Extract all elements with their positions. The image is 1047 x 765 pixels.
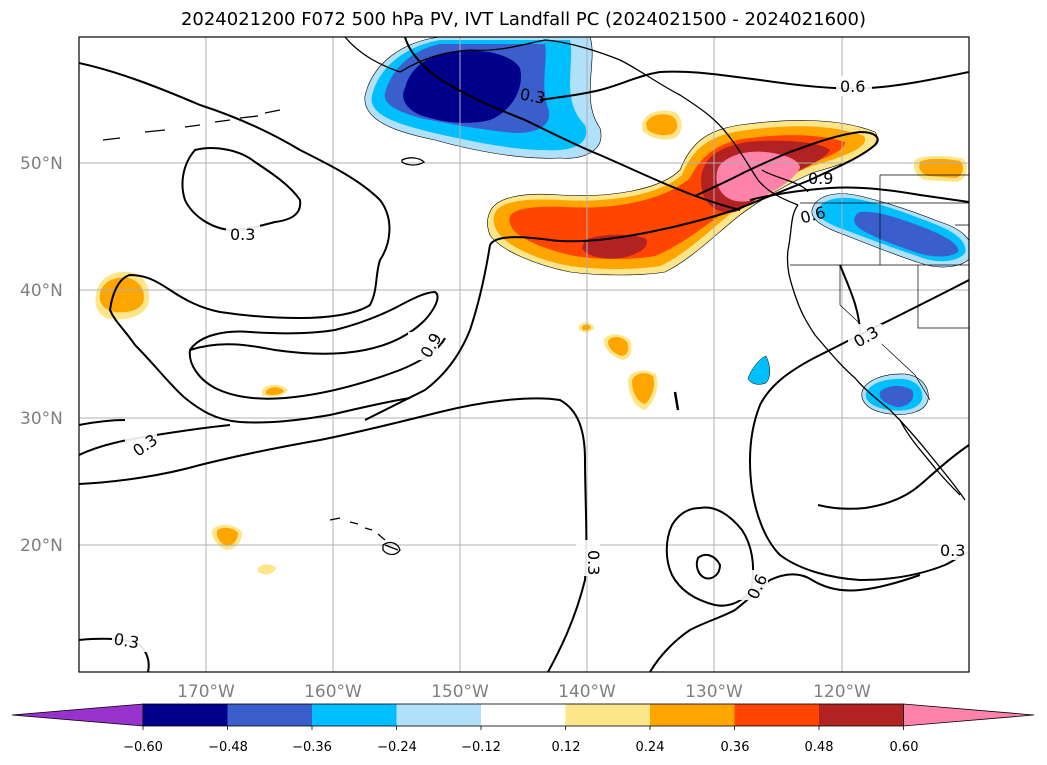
colorbar-segment <box>312 704 397 726</box>
map-frame <box>78 36 970 673</box>
contour-label: 0.3 <box>112 629 140 652</box>
latitude-ticks: 50°N 40°N 30°N 20°N <box>20 154 63 556</box>
colorbar-extend-low <box>11 703 144 727</box>
colorbar-labels: −0.60 −0.48 −0.36 −0.24 −0.12 0.12 0.24 … <box>123 740 918 755</box>
colorbar-segment <box>481 704 566 726</box>
lon-tick-label: 140°W <box>558 682 616 702</box>
colorbar-segment <box>565 704 651 726</box>
lat-tick-label: 30°N <box>20 409 63 429</box>
negative-spot-offshore <box>747 355 770 385</box>
colorbar-tick-label: 0.36 <box>721 740 750 755</box>
map-title: 2024021200 F072 500 hPa PV, IVT Landfall… <box>180 9 867 30</box>
colorbar-extend-high <box>903 703 1035 727</box>
contour-label: 0.3 <box>230 225 255 244</box>
colorbar-tick-label: −0.48 <box>208 740 248 755</box>
negative-spot-southern-california <box>861 373 929 415</box>
colorbar-tick-label: 0.12 <box>552 740 581 755</box>
colorbar-segment <box>819 704 904 726</box>
lat-tick-label: 50°N <box>20 154 63 174</box>
negative-band-western-us <box>811 193 969 268</box>
contour-label: 0.9 <box>808 169 833 188</box>
longitude-ticks: 170°W 160°W 150°W 140°W 130°W 120°W <box>177 682 871 702</box>
small-closed-contour <box>673 391 680 411</box>
colorbar-frame <box>142 703 904 727</box>
contour-label: 0.6 <box>840 77 865 96</box>
colorbar-tick-label: −0.24 <box>377 740 417 755</box>
contour-label: 0.3 <box>940 541 965 560</box>
lat-tick-label: 40°N <box>20 281 63 301</box>
colorbar-segment <box>227 704 313 726</box>
lon-tick-label: 170°W <box>177 682 235 702</box>
lon-tick-label: 150°W <box>431 682 489 702</box>
colorbar-segment <box>734 704 820 726</box>
contour-label: 0.3 <box>518 85 546 108</box>
colorbar-segments <box>11 703 1035 727</box>
colorbar-segment <box>396 704 482 726</box>
colorbar-tick-label: −0.60 <box>123 740 163 755</box>
colorbar-segment <box>650 704 735 726</box>
colorbar-tick-marks <box>142 726 904 730</box>
colorbar-tick-label: −0.12 <box>461 740 501 755</box>
colorbar-tick-label: 0.24 <box>636 740 665 755</box>
colorbar-tick-label: 0.48 <box>805 740 834 755</box>
colorbar: −0.60 −0.48 −0.36 −0.24 −0.12 0.12 0.24 … <box>11 703 1035 755</box>
lon-tick-label: 160°W <box>304 682 362 702</box>
colorbar-tick-label: −0.36 <box>292 740 332 755</box>
contour-label: 0.3 <box>584 550 603 575</box>
colorbar-segment <box>143 704 228 726</box>
lon-tick-label: 130°W <box>685 682 743 702</box>
lon-tick-label: 120°W <box>813 682 871 702</box>
shaded-fields <box>95 37 969 575</box>
coastlines <box>102 37 966 556</box>
lat-tick-label: 20°N <box>20 536 63 556</box>
contour-labels: 0.3 0.6 0.9 0.3 0.3 0.6 0.3 0.6 0.3 0.3 … <box>112 76 970 652</box>
positive-spots <box>95 110 967 575</box>
colorbar-tick-label: 0.60 <box>890 740 919 755</box>
